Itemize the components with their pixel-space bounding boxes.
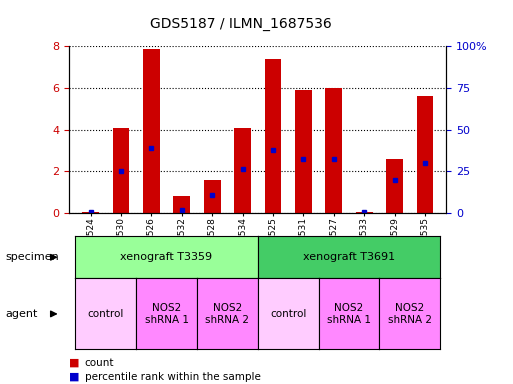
Text: control: control (88, 309, 124, 319)
Bar (295, 90, 312, 213)
Bar (234, 127, 251, 213)
Text: ■: ■ (69, 358, 80, 368)
Bar (265, 59, 281, 213)
Bar (386, 159, 403, 213)
Text: NOS2
shRNA 2: NOS2 shRNA 2 (388, 303, 432, 325)
Text: control: control (270, 309, 306, 319)
Text: count: count (85, 358, 114, 368)
Text: NOS2
shRNA 1: NOS2 shRNA 1 (327, 303, 371, 325)
Bar (204, 180, 221, 213)
Text: specimen: specimen (5, 252, 59, 262)
Text: xenograft T3691: xenograft T3691 (303, 252, 395, 262)
Text: GDS5187 / ILMN_1687536: GDS5187 / ILMN_1687536 (150, 17, 332, 31)
Bar (82, 212, 99, 213)
Bar (173, 197, 190, 213)
Bar (356, 212, 372, 213)
Bar (325, 88, 342, 213)
Bar (143, 49, 160, 213)
Text: percentile rank within the sample: percentile rank within the sample (85, 372, 261, 382)
Text: xenograft T3359: xenograft T3359 (121, 252, 212, 262)
Text: agent: agent (5, 309, 37, 319)
Text: NOS2
shRNA 1: NOS2 shRNA 1 (145, 303, 189, 325)
Bar (417, 96, 433, 213)
Bar (112, 127, 129, 213)
Text: NOS2
shRNA 2: NOS2 shRNA 2 (205, 303, 249, 325)
Text: ■: ■ (69, 372, 80, 382)
